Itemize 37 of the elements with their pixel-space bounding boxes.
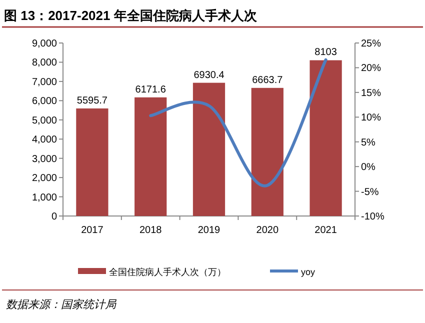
data-label: 5595.7 (76, 95, 108, 106)
y-tick-label: 6,000 (32, 96, 58, 108)
legend-label: 全国住院病人手术人次（万） (109, 267, 226, 277)
y2-tick-label: 0% (361, 162, 376, 174)
x-tick-label: 2021 (314, 225, 338, 236)
y-tick-label: 5,000 (32, 115, 58, 126)
y2-tick-label: 20% (361, 63, 382, 74)
y2-tick-label: 15% (361, 88, 382, 99)
x-tick-label: 2018 (139, 225, 162, 236)
y-tick-label: 2,000 (32, 173, 58, 184)
bar (134, 97, 167, 216)
legend-label: yoy (301, 267, 316, 277)
chart-title: 图 13：2017-2021 年全国住院病人手术人次 (4, 8, 258, 23)
y-tick-label: 3,000 (32, 154, 58, 165)
bar (310, 60, 342, 216)
y-tick-label: 8,000 (32, 58, 58, 69)
y-tick-label: 0 (51, 212, 58, 222)
y-tick-label: 7,000 (32, 76, 58, 88)
bar (251, 88, 284, 216)
source-note: 数据来源：国家统计局 (6, 298, 117, 311)
y2-tick-label: -10% (361, 212, 384, 222)
data-label: 8103 (314, 47, 338, 58)
y-tick-label: 1,000 (32, 192, 58, 204)
y-tick-label: 9,000 (32, 38, 58, 50)
y-tick-label: 4,000 (32, 134, 58, 146)
data-label: 6171.6 (135, 84, 166, 96)
y2-tick-label: 25% (361, 38, 382, 50)
data-label: 6930.4 (194, 70, 225, 81)
data-label: 6663.7 (252, 74, 284, 86)
y2-tick-label: 5% (361, 137, 376, 148)
x-tick-label: 2017 (81, 225, 104, 236)
bar (76, 108, 108, 216)
x-tick-label: 2019 (198, 225, 221, 236)
y2-tick-label: 10% (361, 112, 382, 124)
x-tick-label: 2020 (256, 225, 279, 236)
y2-tick-label: -5% (361, 186, 379, 198)
bar (192, 82, 226, 216)
